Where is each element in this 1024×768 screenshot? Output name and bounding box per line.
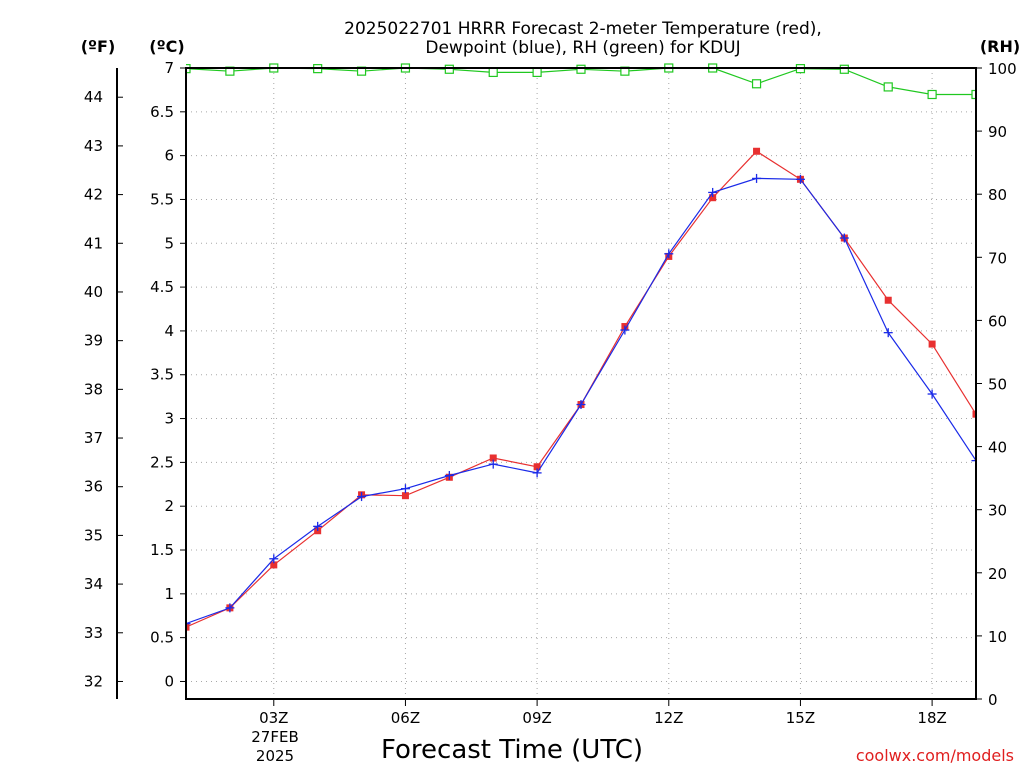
x-tick-label: 09Z <box>522 709 551 727</box>
rh-point <box>751 79 762 89</box>
chart-title-line-2: Dewpoint (blue), RH (green) for KDUJ <box>425 38 740 58</box>
rh-point <box>444 64 454 74</box>
celsius-tick-label: 2 <box>164 497 174 515</box>
fahrenheit-tick-label: 44 <box>84 88 103 106</box>
temperature-point <box>709 194 717 202</box>
temperature-point <box>753 147 761 155</box>
fahrenheit-tick-label: 36 <box>84 478 103 496</box>
celsius-tick-label: 3 <box>164 410 174 428</box>
temperature-point <box>270 561 278 569</box>
temperature-point <box>489 454 497 462</box>
celsius-tick-label: 6 <box>164 147 174 165</box>
celsius-tick-label: 2.5 <box>150 453 174 471</box>
rh-tick-label: 80 <box>988 186 1007 204</box>
fahrenheit-tick-label: 33 <box>84 624 103 642</box>
rh-point <box>839 64 849 74</box>
rh-tick-label: 50 <box>988 376 1007 394</box>
dewpoint-point <box>708 187 718 197</box>
dewpoint-point <box>795 174 805 184</box>
dewpoint-point <box>313 521 323 531</box>
chart-title-line-1: 2025022701 HRRR Forecast 2-meter Tempera… <box>344 19 822 39</box>
credit-label: coolwx.com/models <box>856 746 1014 765</box>
series-layer <box>186 63 976 631</box>
celsius-tick-label: 1 <box>164 585 174 603</box>
celsius-tick-label: 5.5 <box>150 190 174 208</box>
dewpoint-point <box>400 484 410 494</box>
rh-tick-label: 60 <box>988 312 1007 330</box>
fahrenheit-tick-label: 37 <box>84 429 103 447</box>
x-tick-label: 12Z <box>654 709 683 727</box>
axes-layer: 0 0.5 1 1.5 2 2.5 3 3.5 4 4.5 5 5.5 6 6.5 7 32 33 34 35 36 3… <box>84 59 1017 727</box>
fahrenheit-tick-label: 39 <box>84 332 103 350</box>
dewpoint-point <box>532 468 542 478</box>
rh-tick-label: 90 <box>988 123 1007 141</box>
rh-point <box>488 67 498 78</box>
temperature-point <box>533 463 541 471</box>
dewpoint-point <box>269 554 279 564</box>
fahrenheit-tick-label: 41 <box>84 234 103 252</box>
temperature-point <box>186 623 190 631</box>
temperature-point <box>928 340 936 348</box>
x-tick-label: 03Z <box>259 709 288 727</box>
temperature-point <box>884 296 892 304</box>
rh-point <box>971 89 976 100</box>
dewpoint-point <box>576 400 586 410</box>
fahrenheit-tick-label: 34 <box>84 575 103 593</box>
celsius-tick-label: 5 <box>164 234 174 252</box>
grid-lines <box>186 68 976 699</box>
temperature-point <box>401 492 409 500</box>
rh-tick-label: 100 <box>988 60 1017 78</box>
rh-point <box>927 89 937 100</box>
celsius-tick-label: 1.5 <box>150 541 174 559</box>
dewpoint-point <box>225 603 235 613</box>
rh-unit-label: (RH) <box>980 37 1020 56</box>
dewpoint-point <box>444 471 454 481</box>
rh-point <box>576 64 586 74</box>
x-tick-label: 18Z <box>917 709 946 727</box>
x-tick-label: 06Z <box>391 709 420 727</box>
fahrenheit-tick-label: 40 <box>84 283 103 301</box>
dewpoint-point <box>971 456 976 466</box>
rh-tick-label: 70 <box>988 249 1007 267</box>
rh-tick-label: 10 <box>988 628 1007 646</box>
date-label-day: 27FEB <box>251 728 298 746</box>
celsius-tick-label: 0 <box>164 672 174 690</box>
fahrenheit-tick-label: 32 <box>84 672 103 690</box>
fahrenheit-unit-label: (ºF) <box>81 37 116 56</box>
celsius-tick-label: 6.5 <box>150 103 174 121</box>
fahrenheit-tick-label: 43 <box>84 137 103 155</box>
fahrenheit-tick-label: 38 <box>84 380 103 398</box>
rh-tick-label: 0 <box>988 691 998 709</box>
celsius-tick-label: 4 <box>164 322 174 340</box>
date-label-year: 2025 <box>256 747 294 765</box>
dewpoint-point <box>357 492 367 502</box>
rh-point <box>883 82 893 92</box>
x-tick-label: 15Z <box>786 709 815 727</box>
dewpoint-point <box>664 249 674 259</box>
dewpoint-point <box>620 325 630 335</box>
celsius-unit-label: (ºC) <box>149 37 184 56</box>
celsius-tick-label: 7 <box>164 59 174 77</box>
dewpoint-point <box>883 328 893 338</box>
rh-tick-label: 40 <box>988 439 1007 457</box>
dewpoint-point <box>488 459 498 469</box>
fahrenheit-tick-label: 42 <box>84 186 103 204</box>
celsius-tick-label: 4.5 <box>150 278 174 296</box>
rh-tick-label: 30 <box>988 502 1007 520</box>
dewpoint-point <box>752 173 762 183</box>
rh-tick-label: 20 <box>988 565 1007 583</box>
dewpoint-point <box>927 389 937 399</box>
fahrenheit-tick-label: 35 <box>84 526 103 544</box>
temperature-point <box>972 410 976 418</box>
dewpoint-point <box>186 619 191 629</box>
rh-point <box>532 67 542 78</box>
dewpoint-point <box>839 233 849 243</box>
plot-frame <box>185 67 977 700</box>
celsius-tick-label: 3.5 <box>150 366 174 384</box>
celsius-tick-label: 0.5 <box>150 629 174 647</box>
x-axis-label: Forecast Time (UTC) <box>381 735 643 765</box>
temperature-line <box>186 150 976 628</box>
